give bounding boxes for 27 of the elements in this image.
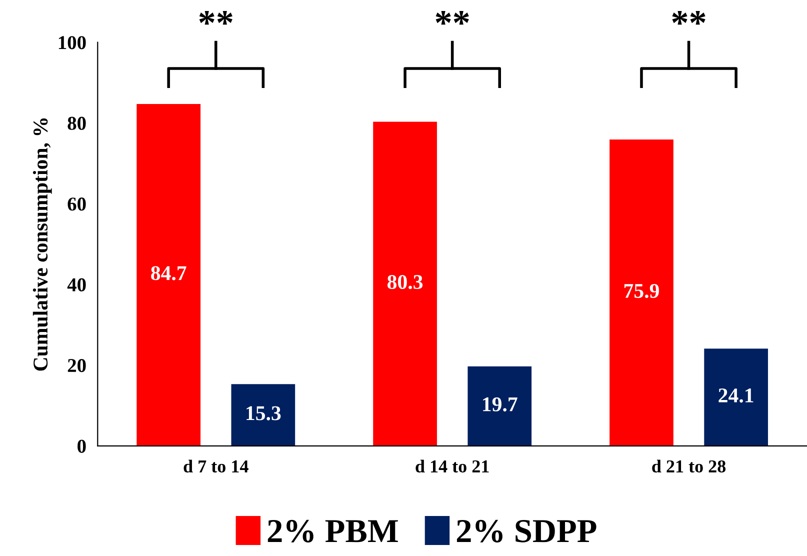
bar — [704, 348, 768, 446]
data-label: 80.3 — [387, 275, 423, 290]
y-tick-label: 0 — [78, 440, 86, 453]
bar — [136, 104, 201, 446]
bar — [231, 384, 296, 446]
data-label: 24.1 — [718, 388, 754, 403]
data-label: 84.7 — [151, 266, 186, 280]
bar — [468, 366, 532, 446]
y-axis-title: Cumulative consumption, % — [32, 118, 52, 371]
data-label: 19.7 — [483, 397, 518, 412]
legend-label: 2% SDPP — [456, 520, 596, 542]
data-label: 75.9 — [624, 284, 659, 298]
text: ** — [672, 10, 706, 25]
legend-label: 2% PBM — [268, 520, 398, 542]
bar — [610, 140, 674, 446]
text: ** — [436, 10, 469, 25]
y-tick-label: 100 — [58, 36, 86, 50]
y-tick-label: 40 — [67, 278, 86, 292]
y-tick-label: 20 — [68, 358, 86, 372]
y-tick-label: 60 — [68, 198, 86, 211]
x-tick-label: d 14 to 21 — [416, 460, 489, 473]
y-tick-label: 80 — [68, 116, 86, 130]
x-tick-label: d 7 to 14 — [184, 460, 248, 473]
data-label: 15.3 — [246, 406, 281, 420]
bar — [373, 122, 437, 446]
text: ** — [199, 10, 232, 25]
x-tick-label: d 21 to 28 — [652, 460, 726, 473]
